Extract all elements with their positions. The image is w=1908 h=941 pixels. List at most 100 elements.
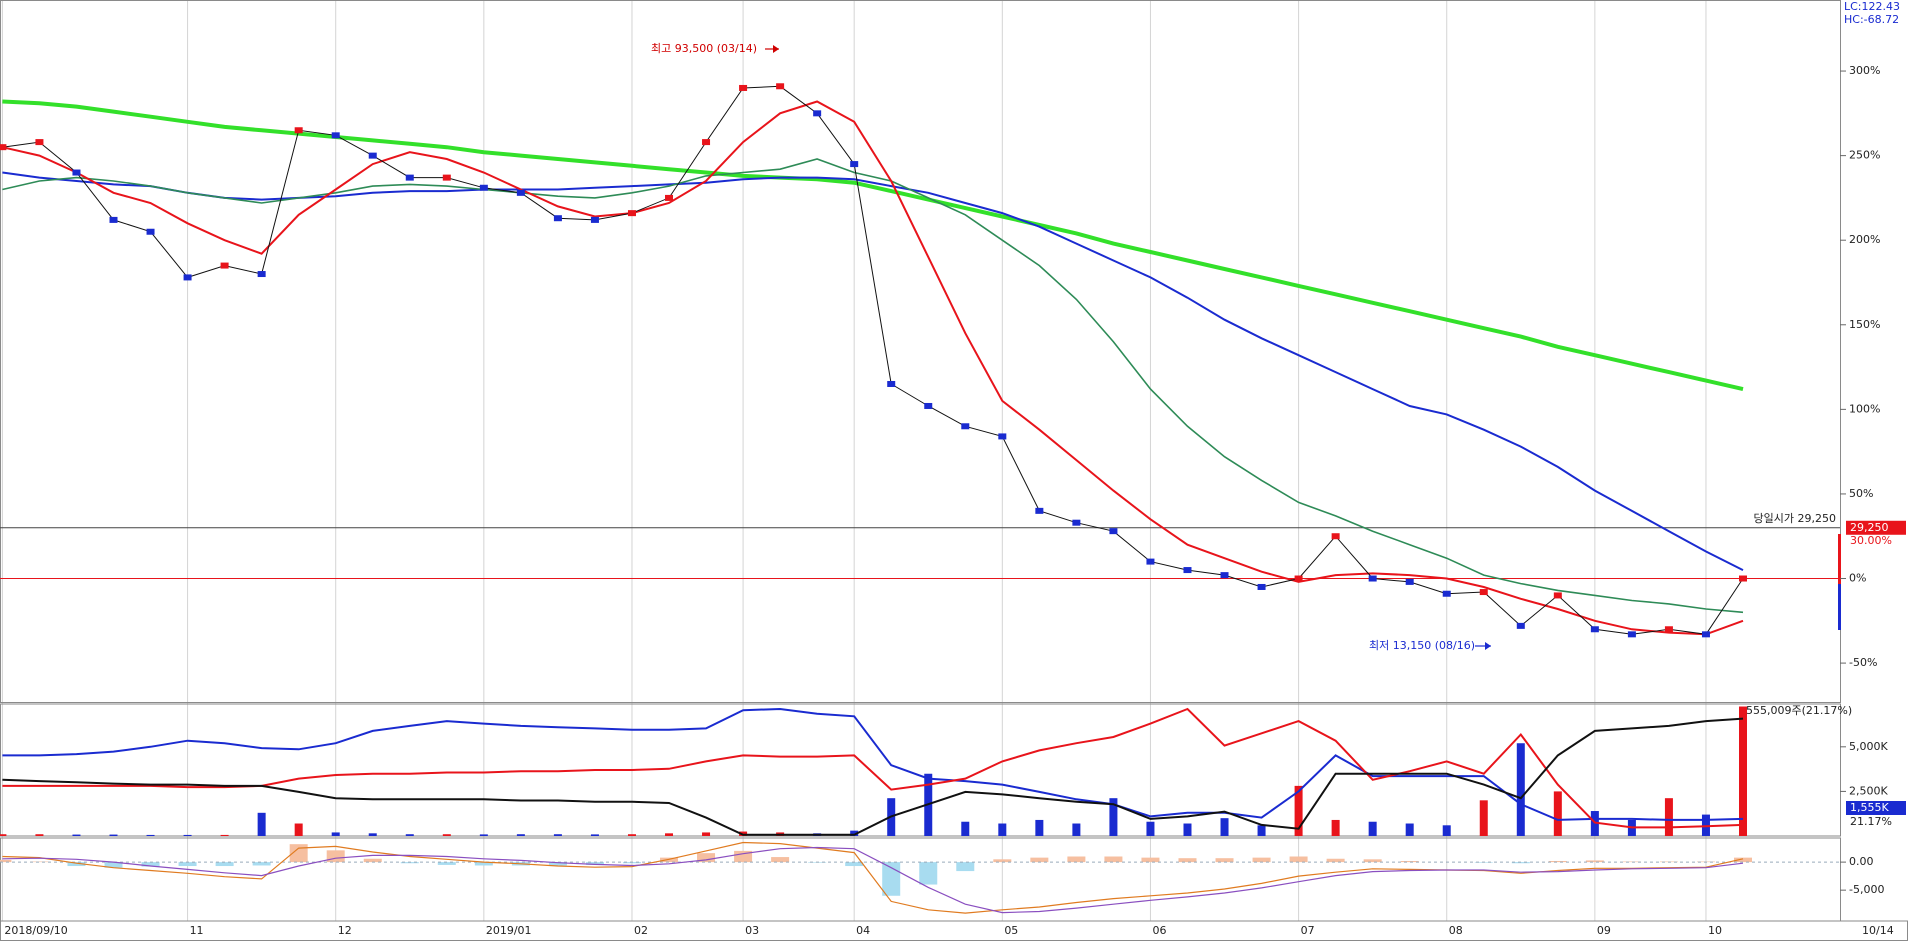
macd-histogram-bar (697, 853, 716, 863)
volume-tag: 1,555K (1850, 801, 1889, 814)
macd-histogram-bar (1400, 860, 1419, 863)
macd-histogram-bar (363, 858, 382, 863)
macd-histogram-bar (474, 862, 493, 866)
macd-histogram-bar (1178, 858, 1197, 863)
macd-histogram-bar (1215, 858, 1234, 863)
volume-tag-pct: 21.17% (1850, 815, 1892, 828)
volume-bar (35, 834, 44, 836)
macd-histogram-bar (326, 850, 345, 863)
x-tick-label: 08 (1449, 924, 1463, 937)
series-line (2, 99, 1744, 392)
open-price-label: 당일시가 29,250 (1754, 511, 1836, 525)
x-tick-label: 09 (1597, 924, 1611, 937)
price-candle (442, 174, 451, 181)
series-line (2, 717, 1744, 836)
annotation-arrowhead (1485, 642, 1491, 650)
series-line (2, 158, 1744, 614)
price-candle (553, 215, 562, 222)
macd-histogram-bar (1252, 857, 1271, 863)
macd-histogram-bar (548, 862, 567, 866)
macd-histogram-bar (956, 862, 975, 872)
price-candle (109, 216, 118, 223)
x-tick-label: 04 (856, 924, 870, 937)
volume-bar (0, 834, 7, 836)
price-candle (257, 271, 266, 278)
volume-bar (1553, 791, 1562, 836)
macd-histogram-bar (67, 862, 86, 867)
volume-bar (998, 823, 1007, 836)
volume-bar (1257, 825, 1266, 836)
price-candle (146, 228, 155, 235)
macd-histogram-bar (1289, 856, 1308, 863)
volume-bar (1294, 785, 1303, 836)
volume-bar (627, 834, 636, 836)
price-candle (590, 216, 599, 223)
price-candle (1257, 583, 1266, 590)
series-line (2, 100, 1744, 636)
price-candle (368, 152, 377, 159)
macd-histogram-bar (1622, 861, 1641, 863)
volume-bar (183, 834, 192, 836)
volume-bar (1664, 798, 1673, 836)
annotation-arrowhead (773, 45, 779, 53)
range-bar-down (1838, 584, 1841, 630)
y-tick-label: 250% (1849, 149, 1880, 162)
price-candle (183, 274, 192, 281)
price-candle (1183, 567, 1192, 574)
price-candle (405, 174, 414, 181)
volume-bar (479, 834, 488, 836)
macd-histogram-bar (734, 850, 753, 863)
macd-histogram-bar (1511, 862, 1530, 864)
price-candle (1664, 626, 1673, 633)
volume-annotation: 555,009주(21.17%) (1746, 704, 1852, 717)
volume-panel (0, 703, 1841, 837)
price-candle (479, 184, 488, 191)
annotation: 최고 93,500 (03/14) (651, 42, 757, 55)
macd-histogram-bar (919, 862, 938, 885)
y-tick-label: 150% (1849, 318, 1880, 331)
x-tick-label: 02 (634, 924, 648, 937)
volume-bar (1220, 818, 1229, 836)
price-candle (1516, 622, 1525, 629)
macd-histogram-bar (993, 859, 1012, 863)
price-candle (331, 132, 340, 139)
volume-bar (1146, 821, 1155, 836)
volume-bar (109, 834, 118, 836)
series-line (2, 85, 1744, 635)
y-tick-label: 0.00 (1849, 855, 1874, 868)
price-candle (72, 169, 81, 176)
volume-bar (368, 833, 377, 836)
open-price-pct: 30.00% (1850, 534, 1892, 547)
volume-bar (1516, 743, 1525, 836)
price-candle (1553, 592, 1562, 599)
y-tick-label: 200% (1849, 233, 1880, 246)
volume-bar (553, 834, 562, 836)
y-tick-label: 300% (1849, 64, 1880, 77)
price-candle (739, 84, 748, 91)
volume-bar (1739, 706, 1747, 836)
price-candle (998, 433, 1007, 440)
volume-bar (1405, 823, 1414, 836)
price-candle (665, 194, 674, 201)
volume-bar (1183, 823, 1192, 836)
volume-bar (1109, 798, 1118, 836)
price-candle (1331, 533, 1340, 540)
volume-bar (1368, 821, 1377, 836)
macd-histogram-bar (215, 862, 234, 867)
volume-bar (1479, 800, 1488, 836)
price-candle (220, 262, 229, 269)
macd-histogram-bar (437, 862, 456, 865)
price-candle (1035, 507, 1044, 514)
volume-bar (257, 812, 266, 836)
price-panel (0, 0, 1841, 703)
volume-bar (590, 834, 599, 836)
series-line (2, 707, 1744, 829)
price-candle (887, 380, 896, 387)
volume-bar (961, 821, 970, 836)
y-tick-label: -5,000 (1849, 883, 1884, 896)
price-candle (627, 210, 636, 217)
price-candle (1220, 572, 1229, 579)
macd-histogram-bar (104, 862, 123, 868)
